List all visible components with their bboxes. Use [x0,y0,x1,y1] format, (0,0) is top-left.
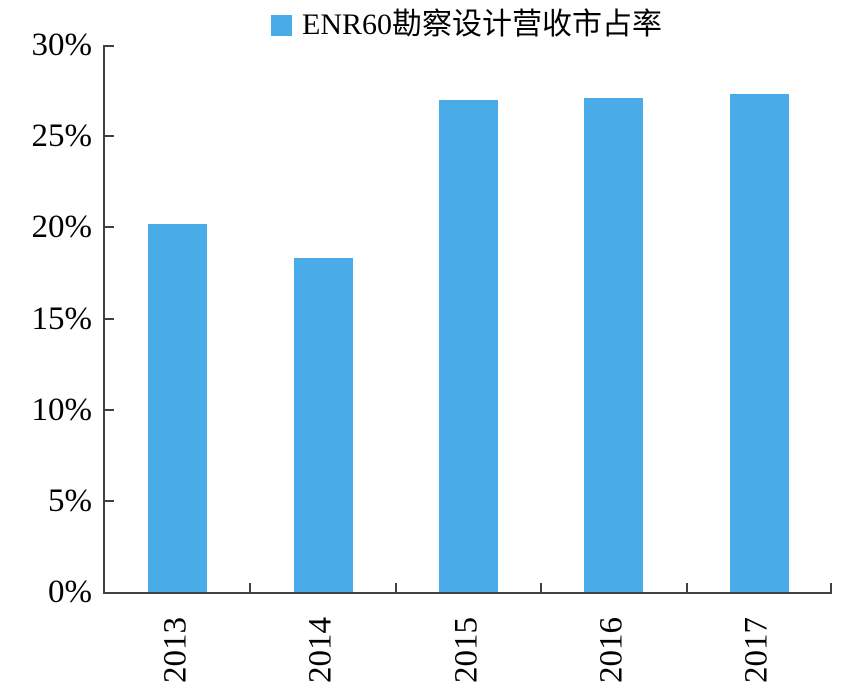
x-axis-tick [685,583,688,592]
y-axis-label: 25% [31,118,93,155]
y-axis-tick [105,317,114,320]
bar-2015 [439,99,498,592]
y-axis-tick [105,499,114,502]
y-axis-tick [105,45,114,47]
bar-2016 [584,97,644,592]
x-axis-label: 2016 [593,617,630,683]
bar-2014 [293,258,353,592]
x-axis-tick [394,583,397,592]
x-axis-tick [249,583,252,592]
y-axis-label: 0% [48,574,92,610]
y-axis-label: 15% [31,300,93,337]
x-axis-label: 2014 [302,617,339,683]
legend-swatch [271,14,292,36]
y-axis-label: 10% [31,391,93,428]
x-axis-label: 2013 [157,617,194,683]
x-axis-label: 2017 [738,617,775,683]
x-axis-label: 2015 [448,617,484,683]
plot-area [103,45,832,594]
y-axis-label: 5% [48,482,92,519]
x-axis-tick [830,583,832,592]
y-axis-tick [105,135,114,138]
legend-label: ENR60勘察设计营收市占率 [302,8,662,41]
y-axis-tick [105,408,114,411]
y-axis-tick [105,226,114,229]
y-axis-label: 20% [31,209,93,246]
y-axis-label: 30% [31,27,93,63]
legend: ENR60勘察设计营收市占率 [103,6,830,44]
bar-2017 [729,94,789,592]
x-axis-tick [540,583,543,592]
bar-2013 [148,223,208,592]
